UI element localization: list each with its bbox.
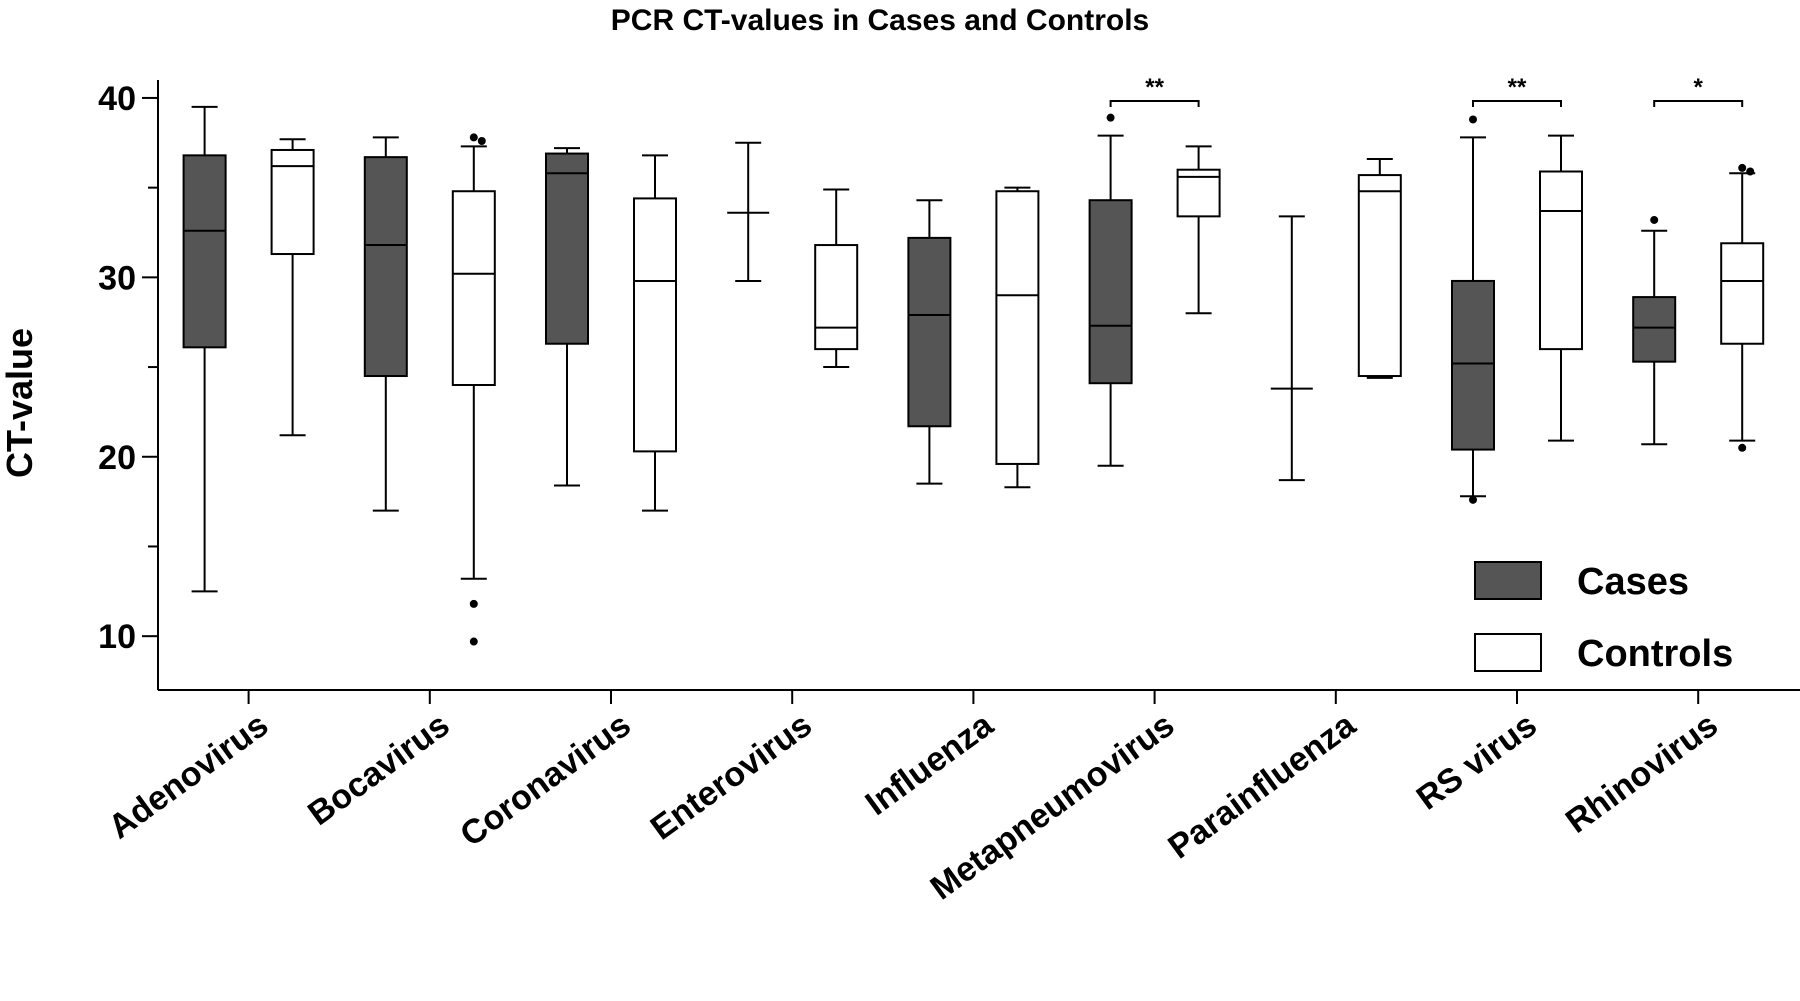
outlier-point — [1106, 113, 1115, 122]
chart-title: PCR CT-values in Cases and Controls — [611, 4, 1149, 37]
iqr-box — [995, 190, 1040, 465]
significance-bracket — [1653, 100, 1744, 107]
box-controls-rhinovirus — [1720, 163, 1765, 452]
x-tick-label: Adenovirus — [102, 706, 276, 847]
legend-label-controls: Controls — [1577, 633, 1733, 675]
iqr-box — [1357, 174, 1402, 378]
significance-annotations: ** ** * — [1109, 74, 1744, 107]
iqr-box — [1720, 242, 1765, 345]
iqr-box — [451, 190, 496, 386]
x-tick-label: Bocavirus — [301, 706, 456, 833]
box-controls-enterovirus — [814, 188, 859, 369]
box-cases-adenovirus — [182, 105, 227, 593]
box-controls-rs-virus — [1539, 134, 1583, 442]
iqr-box — [545, 152, 589, 345]
x-tick-label: Influenza — [859, 705, 1001, 823]
box-cases-parainfluenza — [1270, 215, 1313, 482]
x-tick-label: RS virus — [1410, 706, 1544, 818]
y-axis-label: CT-value — [0, 328, 40, 478]
boxes — [182, 105, 1765, 646]
outlier-point — [469, 599, 478, 608]
legend-swatch-controls — [1474, 633, 1542, 672]
iqr-box — [182, 154, 227, 349]
iqr-box — [270, 148, 315, 256]
box-cases-influenza — [907, 199, 952, 485]
x-tick-label: Rhinovirus — [1559, 706, 1725, 841]
outlier-point — [1469, 115, 1477, 124]
box-cases-bocavirus — [363, 136, 408, 512]
x-tick-label: Coronavirus — [453, 706, 637, 854]
box-cases-metapneumovirus — [1088, 113, 1133, 467]
iqr-box — [907, 236, 952, 428]
outlier-point — [1738, 443, 1747, 452]
outlier-point — [469, 133, 478, 142]
iqr-box — [363, 156, 408, 378]
y-tick-label: 10 — [98, 618, 136, 656]
box-controls-adenovirus — [270, 138, 315, 437]
iqr-box — [633, 197, 677, 453]
iqr-box — [1632, 296, 1677, 363]
box-controls-parainfluenza — [1357, 157, 1402, 379]
significance-bracket — [1472, 100, 1562, 107]
iqr-box — [1539, 170, 1583, 351]
legend-swatch-cases — [1474, 561, 1542, 600]
x-tick-label: Enterovirus — [644, 706, 819, 848]
box-cases-rs-virus — [1451, 115, 1495, 504]
outlier-point — [477, 137, 486, 145]
outlier-point — [1746, 167, 1755, 176]
significance-label: ** — [1508, 74, 1527, 101]
box-controls-influenza — [995, 186, 1040, 489]
iqr-box — [814, 244, 859, 351]
box-controls-metapneumovirus — [1176, 145, 1221, 315]
significance-label: ** — [1145, 74, 1164, 101]
box-cases-rhinovirus — [1632, 215, 1677, 446]
legend-label-cases: Cases — [1577, 561, 1689, 603]
significance-bracket — [1109, 100, 1200, 107]
y-tick-label: 40 — [98, 80, 136, 118]
x-tick-label: Parainfluenza — [1161, 705, 1363, 866]
significance-label: * — [1694, 74, 1704, 101]
box-cases-enterovirus — [727, 141, 770, 282]
outlier-point — [1738, 163, 1747, 172]
outlier-point — [469, 637, 478, 646]
outlier-point — [1469, 495, 1477, 504]
iqr-box — [1451, 279, 1495, 451]
outlier-point — [1650, 215, 1659, 224]
box-controls-bocavirus — [451, 133, 496, 646]
legend: Cases Controls — [1474, 561, 1733, 675]
y-tick-label: 30 — [98, 259, 136, 297]
iqr-box — [1088, 199, 1133, 385]
box-cases-coronavirus — [545, 147, 589, 487]
box-controls-coronavirus — [633, 154, 677, 512]
y-tick-label: 20 — [98, 439, 136, 477]
